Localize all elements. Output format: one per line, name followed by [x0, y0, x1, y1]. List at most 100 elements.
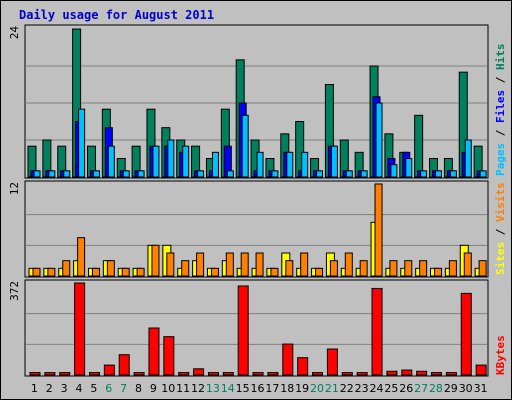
bar-kbytes-29	[445, 372, 457, 376]
bar-visits-25	[389, 260, 398, 277]
x-tick-label: 21	[325, 382, 339, 395]
bar-pages-16	[256, 151, 264, 178]
x-tick-label: 12	[191, 382, 205, 395]
x-tick-label: 29	[444, 382, 458, 395]
bar-kbytes-13	[207, 372, 219, 376]
x-tick-label: 26	[399, 382, 413, 395]
bar-visits-14	[225, 252, 234, 277]
bar-visits-31	[478, 260, 487, 277]
bar-pages-21	[330, 145, 338, 178]
bar-kbytes-21	[326, 348, 338, 376]
legend-pages: Pages	[494, 142, 507, 176]
bar-visits-10	[166, 252, 175, 277]
bar-visits-1	[32, 267, 41, 277]
bar-pages-27	[420, 170, 428, 178]
bar-kbytes-19	[297, 357, 309, 376]
bar-visits-9	[151, 244, 160, 277]
bar-visits-8	[136, 267, 145, 277]
bar-visits-23	[359, 260, 368, 277]
bar-visits-16	[255, 252, 264, 277]
bar-visits-27	[419, 260, 428, 277]
x-tick-label: 30	[459, 382, 473, 395]
bar-kbytes-10	[163, 336, 175, 376]
x-tick-label: 2	[46, 382, 53, 395]
bar-visits-5	[91, 267, 100, 277]
legend-files: Files	[494, 89, 507, 123]
bar-pages-24	[375, 102, 383, 178]
bar-kbytes-7	[118, 354, 130, 376]
legend-kbytes-text: KBytes	[494, 335, 507, 375]
x-tick-label: 6	[105, 382, 112, 395]
bar-kbytes-23	[356, 372, 368, 376]
bar-visits-18	[285, 260, 294, 277]
ymax-label-hits-files-pages: 24	[8, 26, 21, 40]
legend-hits: Hits	[494, 43, 507, 71]
bar-pages-17	[271, 170, 279, 178]
bar-visits-30	[463, 252, 472, 277]
bar-pages-3	[63, 170, 71, 178]
bar-kbytes-11	[178, 372, 190, 376]
bar-pages-14	[226, 170, 234, 178]
bar-visits-21	[329, 260, 338, 277]
x-tick-label: 13	[206, 382, 220, 395]
x-tick-label: 18	[280, 382, 294, 395]
bar-visits-3	[62, 260, 71, 277]
x-tick-label: 10	[161, 382, 175, 395]
bar-kbytes-26	[401, 369, 413, 376]
bar-pages-2	[48, 170, 56, 178]
x-tick-label: 4	[76, 382, 83, 395]
x-tick-label: 24	[369, 382, 383, 395]
bar-visits-4	[77, 237, 86, 277]
bar-kbytes-27	[416, 370, 428, 376]
x-tick-label: 11	[176, 382, 190, 395]
bar-pages-9	[152, 145, 160, 178]
x-tick-label: 9	[150, 382, 157, 395]
bar-kbytes-6	[103, 364, 115, 376]
legend-sep-3: /	[494, 222, 507, 242]
bar-kbytes-5	[88, 372, 100, 376]
bar-kbytes-2	[44, 372, 56, 376]
bar-pages-18	[286, 151, 294, 178]
bar-kbytes-4	[74, 282, 86, 376]
bar-visits-20	[315, 267, 324, 277]
x-tick-label: 1	[31, 382, 38, 395]
bar-kbytes-22	[341, 372, 353, 376]
bar-visits-6	[106, 260, 115, 277]
bar-pages-19	[301, 151, 309, 178]
bar-pages-5	[92, 170, 100, 178]
bar-pages-26	[405, 158, 413, 178]
bar-pages-11	[182, 145, 190, 178]
x-tick-label: 3	[61, 382, 68, 395]
bar-kbytes-17	[267, 372, 279, 376]
x-tick-label: 23	[355, 382, 369, 395]
chart-title: Daily usage for August 2011	[19, 8, 215, 22]
bar-pages-30	[464, 139, 472, 178]
bar-kbytes-8	[133, 372, 145, 376]
x-tick-label: 7	[120, 382, 127, 395]
bar-pages-10	[167, 139, 175, 178]
x-tick-label: 19	[295, 382, 309, 395]
bar-pages-31	[479, 170, 487, 178]
bar-visits-7	[121, 267, 130, 277]
legend-visits: Visits	[494, 182, 507, 222]
ymax-label-kbytes: 372	[8, 281, 21, 301]
legend-hits-files-pages: Pages / Files / Hits	[494, 44, 507, 177]
bar-pages-1	[33, 170, 41, 178]
bar-visits-22	[344, 252, 353, 277]
x-tick-label: 8	[135, 382, 142, 395]
bar-visits-11	[181, 260, 190, 277]
x-tick-label: 15	[236, 382, 250, 395]
x-tick-label: 14	[221, 382, 235, 395]
legend-sites-visits: Sites / Visits	[494, 182, 507, 275]
bar-kbytes-24	[371, 287, 383, 376]
x-tick-label: 17	[265, 382, 279, 395]
bar-kbytes-15	[237, 285, 249, 376]
bar-visits-29	[448, 260, 457, 277]
bar-kbytes-16	[252, 372, 264, 376]
bar-pages-29	[449, 170, 457, 178]
bar-visits-12	[196, 252, 205, 277]
bar-visits-15	[240, 252, 249, 277]
legend-sep-1: /	[494, 123, 507, 143]
bar-pages-25	[390, 164, 398, 178]
